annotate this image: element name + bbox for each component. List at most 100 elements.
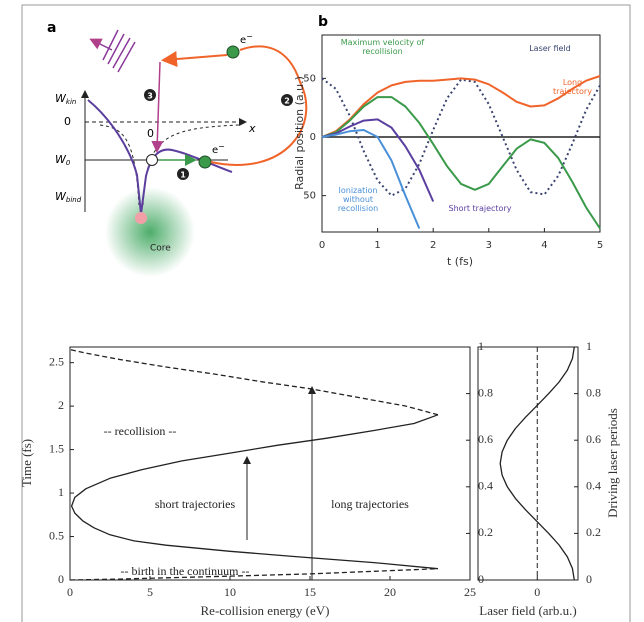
step-number: 3 — [147, 92, 153, 101]
series-line — [69, 568, 439, 581]
x-tick-label: 3 — [486, 240, 492, 251]
y-tick-label: 1.5 — [49, 441, 64, 455]
series-line — [321, 118, 435, 202]
step-badge — [281, 94, 293, 106]
x-tick-label: 25 — [464, 585, 476, 599]
electron-label: e− — [240, 32, 253, 47]
series-line — [499, 346, 575, 581]
y-tick-label: 50 — [303, 73, 316, 84]
x-tick-label: 0 — [319, 240, 325, 251]
y-axis-label: Driving laser periods — [605, 408, 620, 518]
y2-tick-label: 0 — [478, 572, 484, 586]
x-tick-label: 0 — [67, 585, 73, 599]
electron-symbol: e — [212, 145, 218, 156]
level-symbol: W — [55, 92, 67, 105]
level-symbol: W — [55, 190, 67, 203]
y-tick-label: 0.8 — [586, 385, 601, 399]
step-badge — [144, 89, 156, 101]
series-label: Maximum velocity of recollision — [340, 38, 425, 56]
electron-label: e− — [212, 142, 225, 157]
chart: 0 0 0.2 0.4 0.6 0.8 1 Laser field (arb.u.) Drivi… — [477, 339, 620, 618]
x-tick-label: 20 — [384, 585, 396, 599]
origin-label: 0 — [147, 127, 154, 140]
trajectory — [210, 45, 308, 166]
figure-border — [21, 4, 631, 622]
annotation: -- birth in the continuum -- — [121, 564, 250, 578]
y-tick-label: 0 — [58, 572, 64, 586]
level-subscript: bind — [66, 196, 82, 204]
core — [135, 212, 147, 224]
annotation: short trajectories — [155, 497, 236, 511]
level-label: Wkin — [55, 92, 76, 106]
core-glow — [105, 187, 195, 277]
y2-tick-label: 0.8 — [478, 385, 493, 399]
electron — [226, 45, 240, 59]
step-number: 1 — [180, 171, 186, 180]
electron — [198, 155, 212, 169]
hole — [146, 154, 158, 166]
electron-charge: − — [218, 142, 225, 151]
y-tick-label: 0 — [310, 132, 316, 143]
x-tick-label: 5 — [147, 585, 153, 599]
x-tick-label: 10 — [224, 585, 236, 599]
y-tick-label: 1 — [58, 485, 64, 499]
recombination-arrow — [151, 61, 164, 153]
y2-tick-label: 1 — [478, 339, 484, 353]
annotation: -- recollision -- — [104, 424, 177, 438]
series-label: Long trajectory — [553, 78, 592, 96]
x-tick-label: 0 — [534, 585, 540, 599]
plot-frame — [321, 34, 601, 233]
electron-symbol: e — [240, 35, 246, 46]
series-label: Laser field — [529, 44, 571, 53]
plot-frame — [477, 346, 579, 581]
level-label: Wbind — [55, 190, 82, 204]
level-subscript: kin — [66, 98, 76, 106]
series-label: Ionization without recollision — [337, 186, 379, 213]
level-symbol: W — [55, 153, 67, 166]
photon — [89, 29, 136, 73]
chart: 0 1 2 3 4 5 50 0 50 t (fs) Radial position (a.u.) b — [293, 14, 603, 268]
x-axis-label: Re-collision energy (eV) — [201, 603, 330, 618]
series-line — [69, 348, 439, 416]
y-tick-label: 0.5 — [49, 528, 64, 542]
y2-tick-label: 0.4 — [478, 479, 493, 493]
step-number: 2 — [284, 97, 290, 106]
series-line — [321, 129, 421, 229]
step-badge — [177, 168, 189, 180]
x-tick-label: 15 — [304, 585, 316, 599]
y-tick-label: 0.6 — [586, 432, 601, 446]
y-axis-label: Time (fs) — [19, 439, 34, 487]
plot-frame — [69, 346, 471, 581]
series-line — [321, 77, 601, 197]
x-tick-label: 4 — [541, 240, 547, 251]
panel-a: a Wkin 0 0 x W0 Wbind Core e− e− 1 2 3 — [47, 20, 308, 277]
level-subscript: 0 — [66, 159, 71, 167]
y-tick-label: 1 — [586, 339, 592, 353]
y-tick-label: 0.4 — [586, 479, 601, 493]
y-tick-label: 0 — [586, 572, 592, 586]
return-arrow — [161, 51, 228, 68]
x-tick-label: 2 — [430, 240, 436, 251]
y2-tick-label: 0.6 — [478, 432, 493, 446]
panel-label: a — [47, 20, 56, 36]
x-axis-label: Laser field (arb.u.) — [479, 603, 576, 618]
x-tick-label: 1 — [374, 240, 380, 251]
annotation: long trajectories — [331, 497, 409, 511]
level-label: 0 — [64, 115, 71, 128]
y2-tick-label: 0.2 — [478, 525, 493, 539]
axis-label: x — [248, 122, 256, 135]
level-label: W0 — [55, 153, 71, 167]
y-tick-label: 0.2 — [586, 525, 601, 539]
chart: 0 5 10 15 20 2500.511.522.500.20.40.60.81Re-c… — [19, 339, 493, 618]
x-axis-label: t (fs) — [447, 255, 473, 268]
y-tick-label: 2.5 — [49, 354, 64, 368]
electron-charge: − — [246, 32, 253, 41]
panel-label: b — [318, 14, 328, 30]
series-line — [321, 75, 601, 138]
series-line — [321, 96, 601, 230]
y-tick-label: 2 — [58, 398, 64, 412]
core-label: Core — [150, 244, 171, 254]
series-label: Short trajectory — [448, 204, 512, 213]
